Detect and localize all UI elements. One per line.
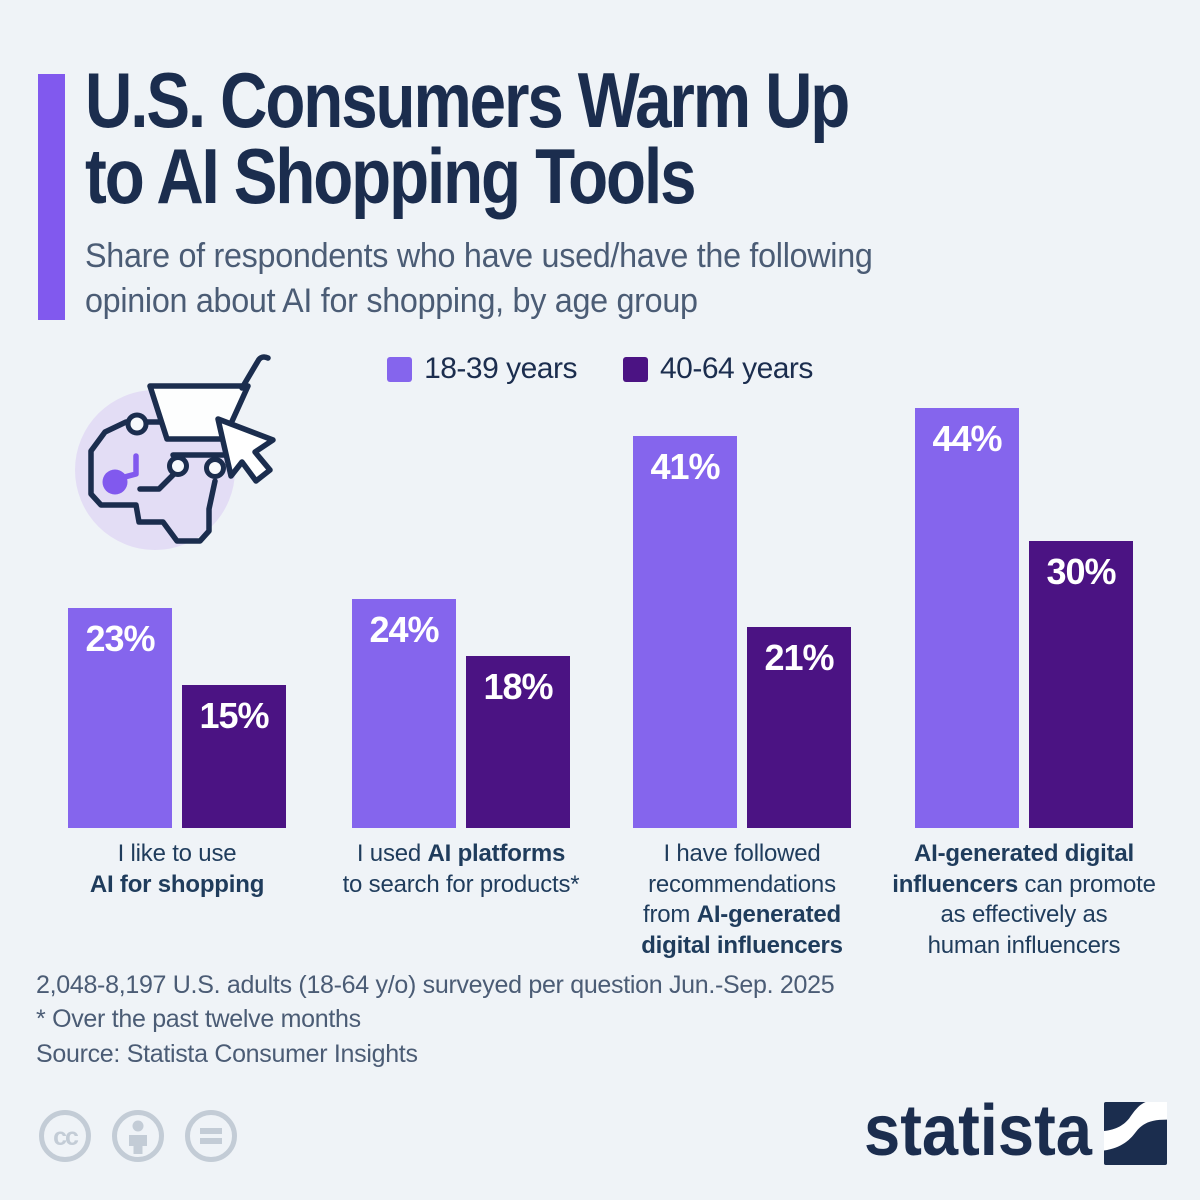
- asterisk-note: * Over the past twelve months: [36, 1005, 361, 1033]
- legend-label-18-39: 18-39 years: [424, 352, 577, 385]
- bar-value-label: 30%: [1046, 551, 1116, 592]
- bar-40-64-years-group1: 15%: [182, 685, 286, 828]
- legend: 18-39 years 40-64 years: [0, 352, 1200, 386]
- category-label-group2: I used AI platforms to search for product…: [342, 840, 580, 898]
- legend-item-40-64: 40-64 years: [623, 352, 813, 386]
- bar-18-39-years-group3: 41%: [633, 436, 737, 828]
- subtitle-line-1: Share of respondents who have used/have …: [85, 237, 873, 275]
- category-label-group1: I like to use AI for shopping: [89, 840, 265, 898]
- bar-value-label: 21%: [764, 637, 834, 678]
- title-line-1: U.S. Consumers Warm Up: [85, 56, 850, 144]
- brain-circuit-icon: [88, 419, 218, 544]
- circuit-node-icons: [125, 412, 226, 479]
- svg-text:cc: cc: [53, 1123, 79, 1151]
- purple-node-icon: [102, 453, 139, 495]
- legend-label-40-64: 40-64 years: [660, 352, 813, 385]
- subtitle-line-2: opinion about AI for shopping, by age gr…: [85, 282, 698, 320]
- title-accent-bar: [38, 74, 65, 320]
- page-subtitle: Share of respondents who have used/have …: [85, 234, 873, 324]
- legend-swatch-40-64: [623, 356, 648, 382]
- title-line-2: to AI Shopping Tools: [85, 132, 697, 220]
- bar-18-39-years-group1: 23%: [68, 608, 172, 828]
- equals-icon[interactable]: [183, 1108, 239, 1164]
- legend-swatch-18-39: [387, 356, 413, 382]
- category-label-group3: I have followed recommendations from AI-ge…: [641, 840, 843, 959]
- attribution-person-icon[interactable]: [110, 1108, 166, 1164]
- bar-40-64-years-group3: 21%: [747, 627, 851, 828]
- category-label-group4: AI-generated digital influencers can prom…: [892, 840, 1156, 959]
- statista-wordmark: statista: [864, 1098, 1093, 1168]
- statista-logo-mark: [1104, 1101, 1167, 1165]
- bar-18-39-years-group2: 24%: [352, 599, 456, 828]
- legend-item-18-39: 18-39 years: [387, 352, 577, 386]
- bar-value-label: 44%: [932, 418, 1002, 459]
- bar-value-label: 41%: [650, 446, 720, 487]
- license-icons[interactable]: cc: [37, 1108, 239, 1164]
- bar-value-label: 24%: [369, 609, 439, 650]
- survey-note: 2,048-8,197 U.S. adults (18-64 y/o) surv…: [36, 971, 835, 999]
- bar-40-64-years-group4: 30%: [1029, 541, 1133, 828]
- cc-icon[interactable]: cc: [37, 1108, 93, 1164]
- bar-18-39-years-group4: 44%: [915, 408, 1019, 828]
- bar-value-label: 18%: [483, 666, 553, 707]
- statista-logo[interactable]: statista: [864, 1098, 1167, 1168]
- footnotes: 2,048-8,197 U.S. adults (18-64 y/o) surv…: [36, 968, 835, 1036]
- source-line: Source: Statista Consumer Insights: [36, 1040, 418, 1068]
- bar-40-64-years-group2: 18%: [466, 656, 570, 828]
- bar-value-label: 23%: [85, 618, 155, 659]
- statista-wordmark-text: statista: [864, 1098, 1093, 1168]
- ai-shopping-illustration: [60, 348, 290, 578]
- brain-cart-cursor-icon: [75, 354, 276, 550]
- bar-value-label: 15%: [199, 695, 269, 736]
- page-title: U.S. Consumers Warm Up to AI Shopping To…: [85, 56, 850, 220]
- cursor-icon: [215, 416, 276, 484]
